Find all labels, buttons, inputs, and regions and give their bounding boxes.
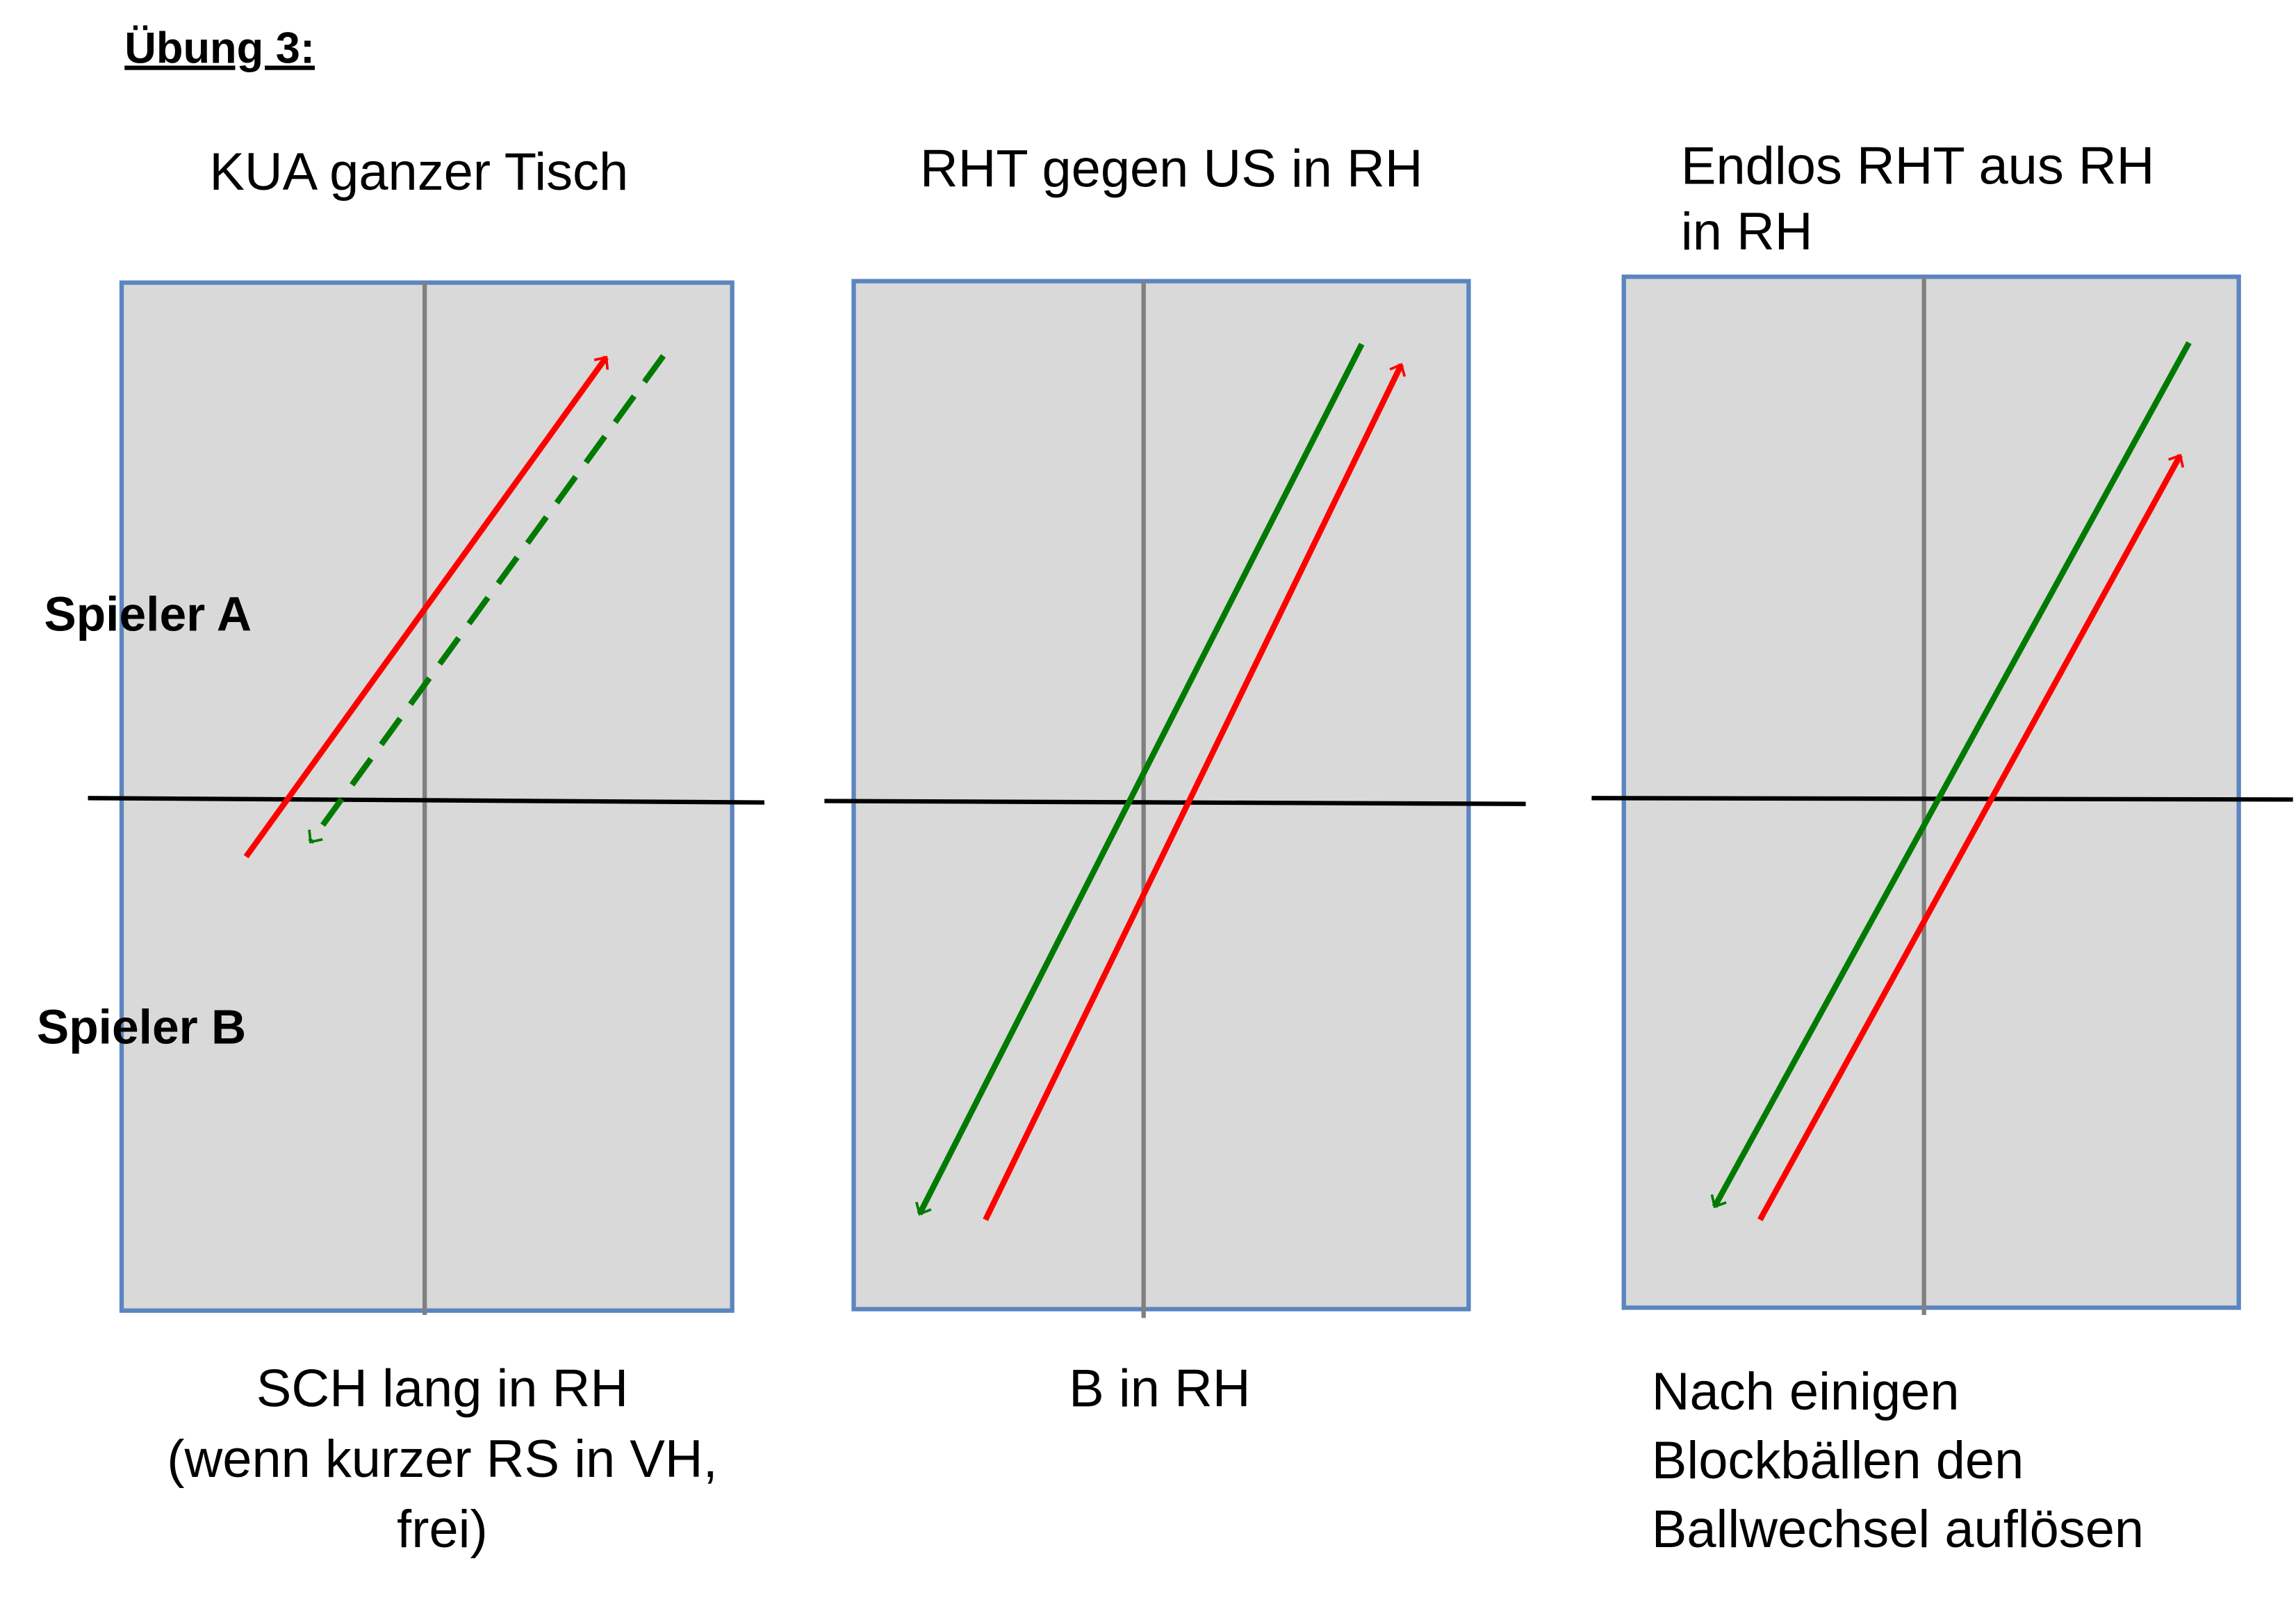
panel-heading: Endlos RHT aus RH [1681, 136, 2154, 195]
panel-caption: SCH lang in RH [256, 1359, 628, 1419]
panel-heading: in RH [1681, 202, 1813, 261]
arrow [308, 354, 666, 844]
player-label: Spieler B [37, 1000, 246, 1054]
player-label: Spieler A [44, 587, 252, 641]
arrow [243, 355, 609, 859]
net [88, 796, 765, 805]
net [1591, 796, 2293, 802]
panel-caption: Nach einigen [1652, 1362, 1960, 1421]
panel-caption: (wenn kurzer RS in VH, [167, 1430, 717, 1489]
panel-caption: Blockbällen den [1652, 1431, 2024, 1490]
arrow [1710, 341, 2192, 1209]
title: Übung 3: [124, 24, 315, 72]
panel-heading: RHT gegen US in RH [920, 140, 1423, 199]
panel-caption: frei) [397, 1500, 488, 1559]
table [1621, 275, 2241, 1310]
panel-caption: B in RH [1069, 1359, 1250, 1419]
panel-heading: KUA ganzer Tisch [209, 142, 628, 202]
net [824, 799, 1526, 806]
arrow [983, 363, 1407, 1221]
table [851, 279, 1471, 1311]
arrow [915, 343, 1365, 1216]
arrow [1757, 453, 2185, 1222]
panel-caption: Ballwechsel auflösen [1652, 1500, 2144, 1559]
